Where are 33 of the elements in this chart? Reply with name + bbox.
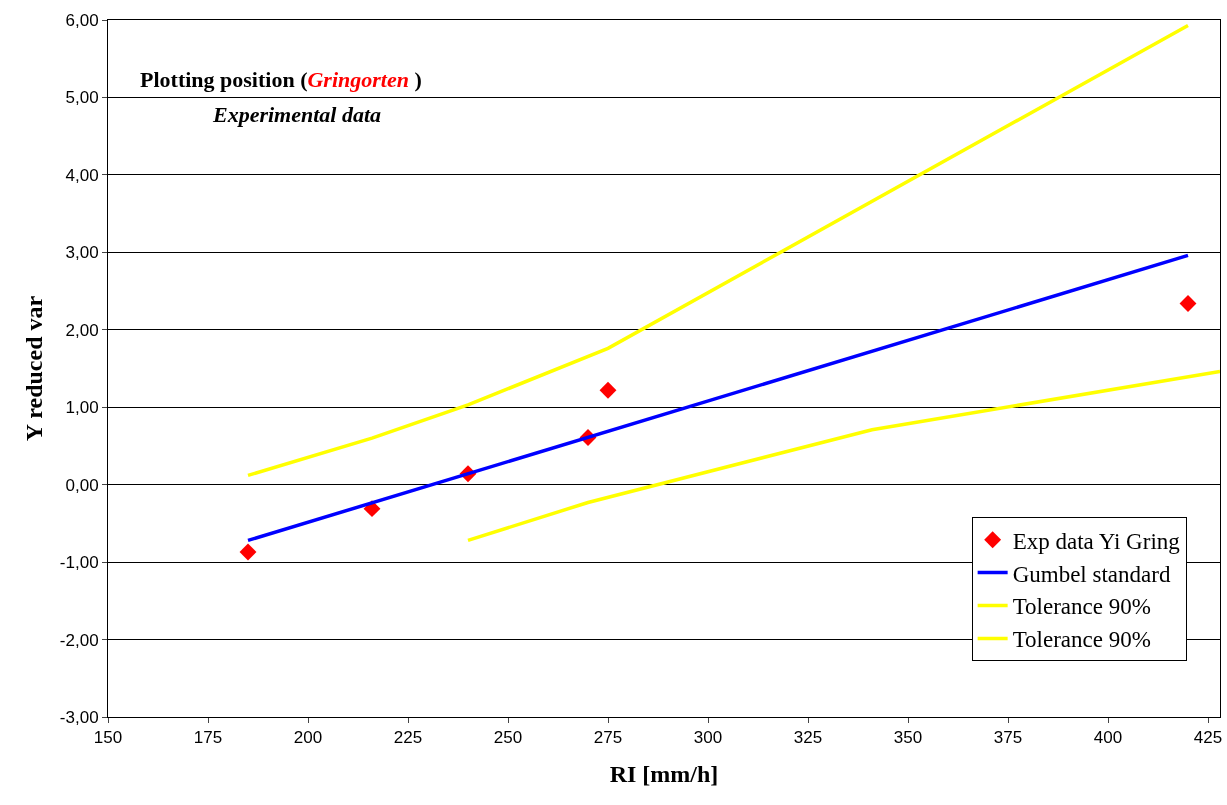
- y-tick-label: 1,00: [65, 398, 99, 418]
- y-axis-title: Y reduced var: [20, 295, 47, 442]
- x-tick-label: 250: [493, 728, 523, 748]
- x-tick-label: 325: [793, 728, 823, 748]
- y-tick-label: -1,00: [59, 553, 99, 573]
- y-tick-label: 5,00: [65, 88, 99, 108]
- y-tick-label: 3,00: [65, 243, 99, 263]
- annotation: Plotting position (Gringorten ): [140, 67, 422, 92]
- x-tick-label: 150: [93, 728, 123, 748]
- point: [239, 543, 257, 561]
- annotation: Experimental data: [212, 102, 382, 127]
- legend-label: Exp data Yi Gring: [1012, 528, 1181, 554]
- legend-label: Gumbel standard: [1012, 561, 1171, 587]
- x-tick-label: 400: [1093, 728, 1123, 748]
- x-tick-label: 300: [693, 728, 723, 748]
- y-tick-label: 0,00: [65, 475, 99, 495]
- legend-label: Tolerance 90%: [1012, 627, 1151, 653]
- point: [599, 381, 617, 399]
- point: [1179, 295, 1197, 312]
- x-tick-label: 200: [293, 728, 323, 748]
- y-tick-label: 2,00: [65, 320, 99, 340]
- x-tick-label: 225: [393, 728, 423, 748]
- legend-label: Tolerance 90%: [1012, 594, 1151, 620]
- y-tick-label: -3,00: [59, 707, 99, 727]
- y-tick-label: 4,00: [65, 165, 99, 185]
- y-tick-label: 6,00: [65, 10, 99, 30]
- x-tick-label: 425: [1193, 728, 1223, 748]
- x-tick-label: 350: [893, 728, 923, 748]
- x-tick-label: 375: [993, 728, 1023, 748]
- x-tick-label: 175: [193, 728, 223, 748]
- y-tick-label: -2,00: [59, 630, 99, 650]
- x-tick-label: 275: [593, 728, 623, 748]
- x-axis-title: RI [mm/h]: [609, 760, 719, 787]
